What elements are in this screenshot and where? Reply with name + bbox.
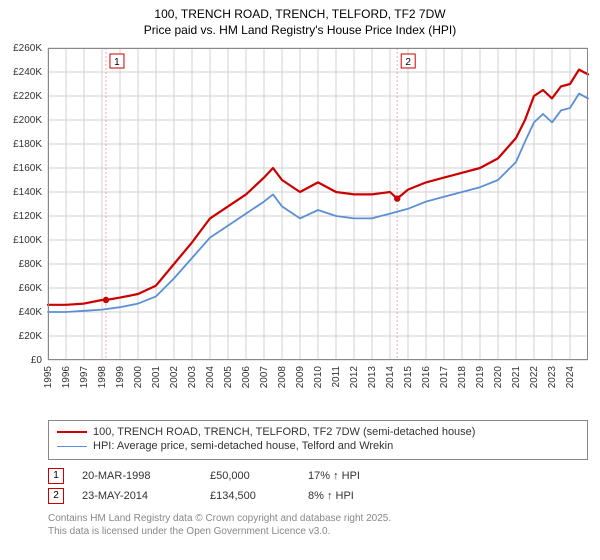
legend: 100, TRENCH ROAD, TRENCH, TELFORD, TF2 7… (48, 420, 588, 460)
legend-item: 100, TRENCH ROAD, TRENCH, TELFORD, TF2 7… (57, 425, 579, 439)
svg-text:2008: 2008 (277, 366, 288, 389)
svg-text:2024: 2024 (565, 366, 576, 389)
note-price: £50,000 (210, 470, 290, 482)
footer: Contains HM Land Registry data © Crown c… (48, 512, 588, 538)
svg-text:£200K: £200K (13, 115, 42, 126)
svg-text:2009: 2009 (295, 366, 306, 389)
svg-text:2023: 2023 (547, 366, 558, 389)
note-date: 20-MAR-1998 (82, 470, 192, 482)
svg-text:2014: 2014 (385, 366, 396, 389)
svg-text:2020: 2020 (493, 366, 504, 389)
svg-text:£100K: £100K (13, 235, 42, 246)
title-line2: Price paid vs. HM Land Registry's House … (0, 22, 600, 38)
svg-text:2000: 2000 (133, 366, 144, 389)
svg-text:£80K: £80K (19, 259, 43, 270)
svg-text:£140K: £140K (13, 187, 42, 198)
note-delta: 8% ↑ HPI (308, 490, 354, 502)
svg-text:1997: 1997 (79, 366, 90, 389)
svg-text:£180K: £180K (13, 139, 42, 150)
svg-text:2022: 2022 (529, 366, 540, 389)
svg-text:2003: 2003 (187, 366, 198, 389)
legend-label: 100, TRENCH ROAD, TRENCH, TELFORD, TF2 7… (93, 426, 475, 438)
sale-notes: 1 20-MAR-1998 £50,000 17% ↑ HPI 2 23-MAY-2014… (48, 466, 588, 506)
svg-text:1995: 1995 (43, 366, 54, 389)
note-row: 1 20-MAR-1998 £50,000 17% ↑ HPI (48, 466, 588, 486)
svg-text:2006: 2006 (241, 366, 252, 389)
svg-text:2012: 2012 (349, 366, 360, 389)
svg-text:£60K: £60K (19, 283, 43, 294)
svg-text:£20K: £20K (19, 331, 43, 342)
svg-text:2013: 2013 (367, 366, 378, 389)
legend-item: HPI: Average price, semi-detached house,… (57, 439, 579, 453)
chart-area: £0£20K£40K£60K£80K£100K£120K£140K£160K£1… (48, 48, 588, 388)
footer-line1: Contains HM Land Registry data © Crown c… (48, 512, 588, 525)
svg-text:£160K: £160K (13, 163, 42, 174)
legend-swatch (57, 431, 87, 433)
svg-text:2002: 2002 (169, 366, 180, 389)
svg-text:2010: 2010 (313, 366, 324, 389)
svg-text:£260K: £260K (13, 43, 42, 54)
svg-text:2007: 2007 (259, 366, 270, 389)
svg-text:2015: 2015 (403, 366, 414, 389)
svg-text:1996: 1996 (61, 366, 72, 389)
svg-text:1: 1 (114, 57, 120, 68)
legend-label: HPI: Average price, semi-detached house,… (93, 440, 393, 452)
footer-line2: This data is licensed under the Open Gov… (48, 525, 588, 538)
svg-text:2: 2 (405, 57, 411, 68)
svg-text:£40K: £40K (19, 307, 43, 318)
svg-text:2019: 2019 (475, 366, 486, 389)
note-price: £134,500 (210, 490, 290, 502)
note-badge: 1 (48, 468, 64, 484)
svg-text:1998: 1998 (97, 366, 108, 389)
svg-text:2004: 2004 (205, 366, 216, 389)
chart-svg: £0£20K£40K£60K£80K£100K£120K£140K£160K£1… (48, 48, 588, 388)
svg-text:2011: 2011 (331, 366, 342, 388)
svg-text:2016: 2016 (421, 366, 432, 389)
title-line1: 100, TRENCH ROAD, TRENCH, TELFORD, TF2 7… (0, 6, 600, 22)
note-badge: 2 (48, 488, 64, 504)
note-date: 23-MAY-2014 (82, 490, 192, 502)
legend-swatch (57, 446, 87, 447)
note-delta: 17% ↑ HPI (308, 470, 360, 482)
title-block: 100, TRENCH ROAD, TRENCH, TELFORD, TF2 7… (0, 0, 600, 38)
svg-text:2017: 2017 (439, 366, 450, 389)
note-row: 2 23-MAY-2014 £134,500 8% ↑ HPI (48, 486, 588, 506)
svg-text:£240K: £240K (13, 67, 42, 78)
svg-text:£220K: £220K (13, 91, 42, 102)
svg-text:2001: 2001 (151, 366, 162, 389)
svg-text:£0: £0 (31, 355, 43, 366)
legend-and-notes: 100, TRENCH ROAD, TRENCH, TELFORD, TF2 7… (48, 420, 588, 538)
svg-text:2021: 2021 (511, 366, 522, 389)
svg-text:2018: 2018 (457, 366, 468, 389)
svg-text:2005: 2005 (223, 366, 234, 389)
svg-text:£120K: £120K (13, 211, 42, 222)
svg-text:1999: 1999 (115, 366, 126, 389)
chart-container: 100, TRENCH ROAD, TRENCH, TELFORD, TF2 7… (0, 0, 600, 560)
